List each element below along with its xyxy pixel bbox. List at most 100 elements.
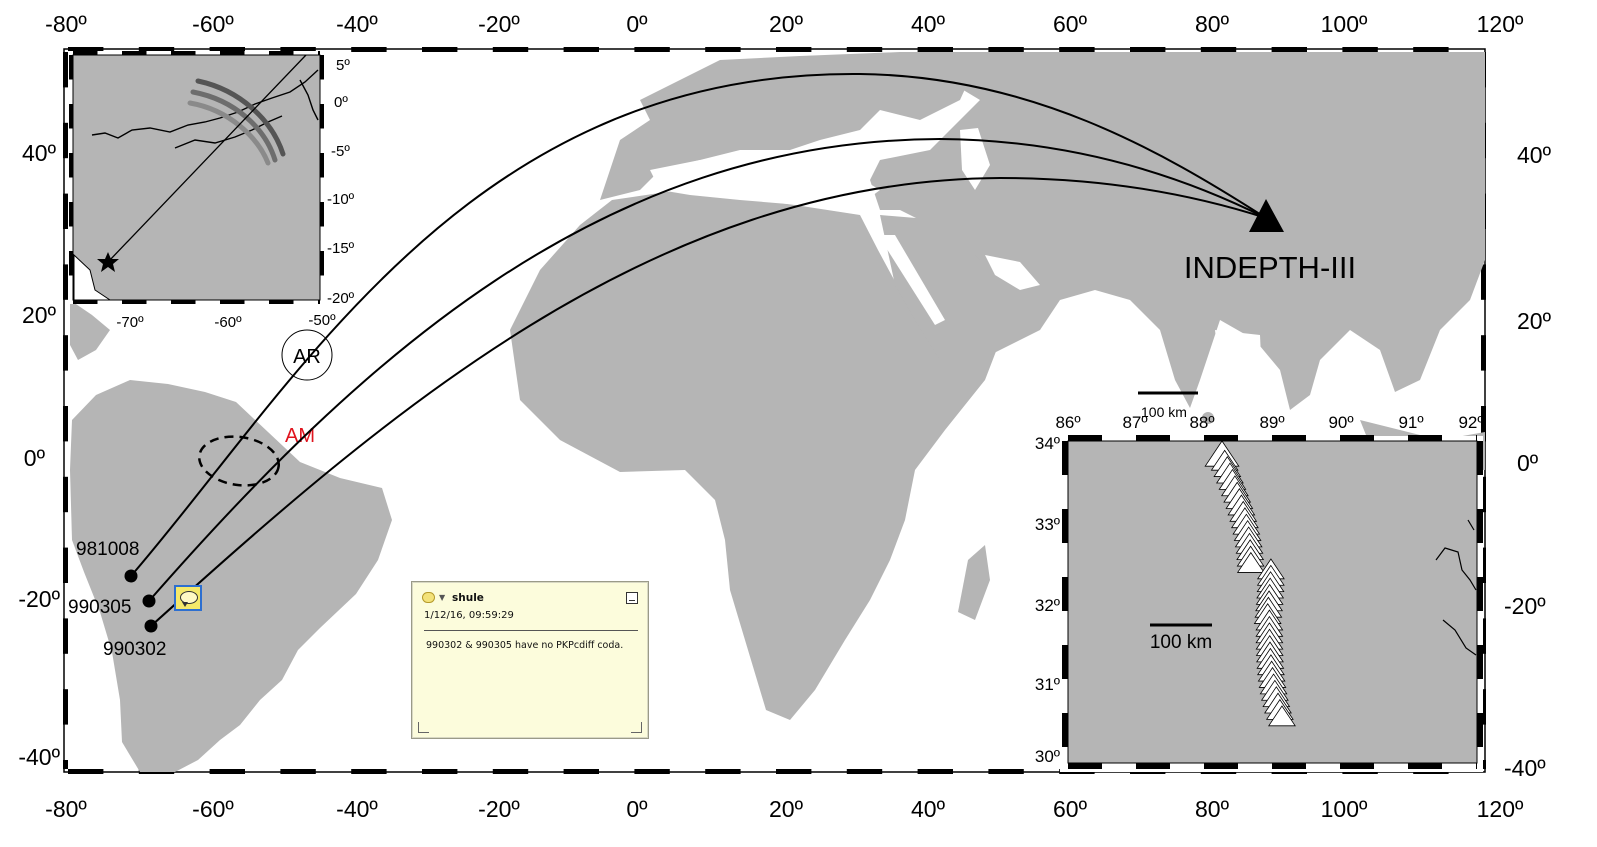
inset-tl-lon-label: -50º <box>308 312 336 329</box>
frame-segment <box>351 47 387 52</box>
comment-popup[interactable]: ▼ shule 1/12/16, 09:59:29 990302 & 99030… <box>411 581 649 739</box>
frame-segment <box>320 55 324 80</box>
frame-segment <box>220 300 245 304</box>
lon-label-bottom: 120º <box>1477 796 1524 822</box>
lat-label-right: 0º <box>1517 450 1539 476</box>
frame-segment <box>1062 645 1068 679</box>
frame-segment <box>1477 713 1483 747</box>
inland-seas <box>650 128 1262 400</box>
comment-icon[interactable] <box>174 585 202 611</box>
lon-label-bottom: 20º <box>769 796 804 822</box>
frame-segment <box>1272 763 1306 769</box>
lat-label-left: -20º <box>18 586 60 612</box>
frame-segment <box>1271 47 1307 52</box>
inset-br-lon-label: 87º <box>1122 413 1147 432</box>
lon-label-bottom: 60º <box>1053 796 1088 822</box>
frame-segment <box>69 202 73 227</box>
inset-tl-lat-label: -5º <box>331 143 350 160</box>
frame-segment <box>209 47 245 52</box>
frame-segment <box>1204 435 1238 441</box>
lon-label-top: 60º <box>1053 11 1088 37</box>
dropdown-caret-icon[interactable]: ▼ <box>439 593 446 602</box>
ray-path-990305 <box>148 137 1267 602</box>
land-europe <box>600 52 980 200</box>
lon-label-top: -60º <box>192 11 234 37</box>
ar-circle <box>281 329 333 381</box>
frame-segment <box>1200 47 1237 52</box>
lon-label-bottom: 40º <box>911 796 946 822</box>
event-marker-990302 <box>144 619 158 633</box>
frame-segment <box>1068 763 1102 769</box>
lat-label-right: -20º <box>1504 593 1546 619</box>
frame-segment <box>138 47 175 52</box>
frame-segment <box>63 406 68 442</box>
frame-segment <box>1068 435 1102 441</box>
resize-handle-left-icon[interactable] <box>418 722 429 733</box>
frame-segment <box>280 47 316 52</box>
inset-br-lon-label: 90º <box>1328 413 1353 432</box>
frame-segment <box>1062 713 1068 747</box>
lon-label-bottom: -60º <box>192 796 234 822</box>
resize-handle-right-icon[interactable] <box>631 722 642 733</box>
speech-bubble-icon[interactable] <box>422 592 435 603</box>
minimize-button[interactable] <box>626 592 638 604</box>
lon-label-bottom: -40º <box>336 796 378 822</box>
frame-segment <box>1481 406 1486 442</box>
frame-segment <box>1062 577 1068 611</box>
event-label-990302: 990302 <box>103 639 166 660</box>
frame-segment <box>1481 264 1486 300</box>
station-triangle <box>1236 551 1265 573</box>
frame-segment <box>320 251 324 276</box>
frame-segment <box>63 760 68 769</box>
frame-segment <box>492 47 529 52</box>
inset-tl-lat-label: -20º <box>327 290 355 307</box>
am-region-label: AM <box>285 425 315 447</box>
event-marker-990305 <box>142 594 156 608</box>
frame-segment <box>634 47 670 52</box>
frame-segment <box>63 618 68 654</box>
bay-of-bengal <box>1215 330 1262 400</box>
frame-segment <box>1481 335 1486 371</box>
station-triangles <box>1204 440 1296 727</box>
ray-paths <box>130 72 1267 627</box>
inset-tl-lat-label: 0º <box>334 94 348 111</box>
frame-segment <box>320 202 324 227</box>
comment-header: ▼ shule <box>422 592 638 606</box>
persian-gulf <box>985 255 1040 290</box>
frame-segment <box>122 51 147 55</box>
comment-body[interactable]: 990302 & 990305 have no PKPcdiff coda. <box>426 640 624 651</box>
frame-segment <box>1130 47 1166 52</box>
black-sea <box>840 128 915 152</box>
lon-label-top: 80º <box>1195 11 1230 37</box>
frame-segment <box>1062 441 1068 475</box>
frame-segment <box>171 300 196 304</box>
frame-segment <box>69 104 73 129</box>
inset-tl-lon-labels: -70º -60º -50º <box>116 312 336 331</box>
frame-segment <box>563 47 599 52</box>
frame-segment <box>563 769 599 774</box>
station-triangle <box>1268 705 1296 727</box>
inset-tl-lat-labels: 5º 0º -5º -10º -15º -20º <box>327 57 355 307</box>
land-masses <box>70 52 1485 772</box>
frame-segment <box>320 153 324 178</box>
frame-segment <box>705 47 741 52</box>
frame-segment <box>73 51 98 55</box>
frame-segment <box>122 300 147 304</box>
frame-segment <box>1408 763 1442 769</box>
frame-segment <box>63 476 68 513</box>
frame-segment <box>634 769 670 774</box>
lat-label-left: 40º <box>22 140 57 166</box>
frame-segment <box>1477 577 1483 611</box>
frame-segment <box>1136 763 1170 769</box>
caspian-sea <box>960 128 990 190</box>
event-label-981008: 981008 <box>76 539 139 560</box>
frame-segment <box>220 51 245 55</box>
lon-label-top: 20º <box>769 11 804 37</box>
inset-tl-checkerboard <box>69 51 324 304</box>
land-south-america <box>70 380 392 772</box>
frame-segment <box>1059 47 1095 52</box>
inset-br-lon-label: 89º <box>1259 413 1284 432</box>
lon-label-bottom: 100º <box>1321 796 1368 822</box>
frame-segment <box>846 769 883 774</box>
